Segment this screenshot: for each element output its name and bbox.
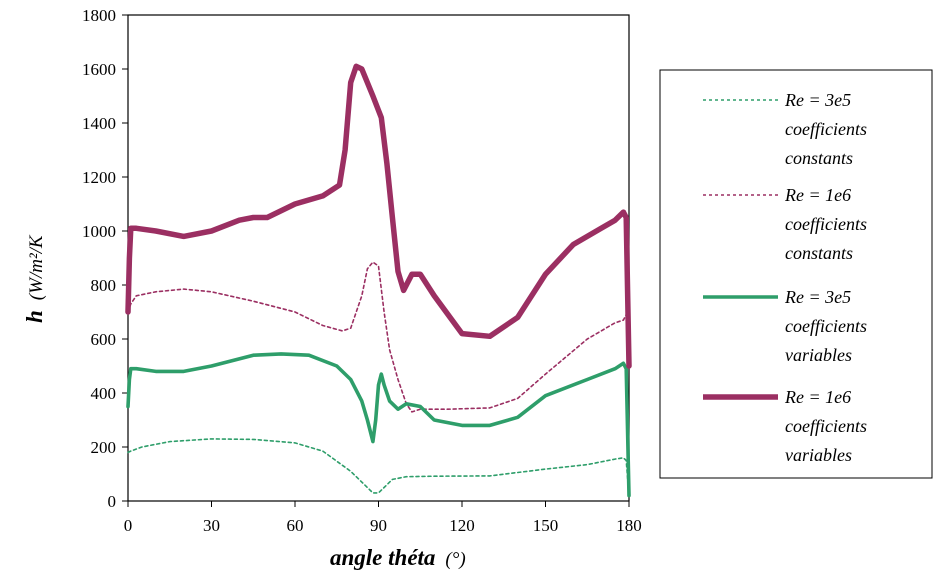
- y-tick-label: 0: [108, 492, 117, 511]
- y-axis-label-unit: (W/m²/K: [26, 234, 47, 300]
- legend-label-1: constants: [785, 243, 853, 263]
- legend-label-0: Re = 3e5: [784, 90, 851, 110]
- x-axis-label: angle théta (°): [330, 545, 466, 570]
- x-tick-label: 30: [203, 516, 220, 535]
- x-tick-label: 180: [616, 516, 642, 535]
- series-line-1: [127, 261, 630, 413]
- x-axis-ticks: 0 30 60 90 120 150 180: [124, 501, 642, 535]
- legend-label-3: Re = 1e6: [784, 387, 851, 407]
- y-tick-label: 600: [91, 330, 117, 349]
- legend-label-2: Re = 3e5: [784, 287, 851, 307]
- y-tick-label: 800: [91, 276, 117, 295]
- y-tick-label: 1400: [82, 114, 116, 133]
- legend-label-0: constants: [785, 148, 853, 168]
- legend-label-3: coefficients: [785, 416, 867, 436]
- x-axis-label-text: angle théta: [330, 545, 435, 570]
- y-tick-label: 1000: [82, 222, 116, 241]
- y-tick-label: 1600: [82, 60, 116, 79]
- legend-label-0: coefficients: [785, 119, 867, 139]
- x-tick-label: 120: [449, 516, 475, 535]
- legend: Re = 3e5 coefficients constants Re = 1e6 coe…: [659, 69, 933, 479]
- legend-label-2: variables: [785, 345, 852, 365]
- series-line-0: [127, 438, 630, 497]
- legend-label-1: coefficients: [785, 214, 867, 234]
- legend-label-3: variables: [785, 445, 852, 465]
- y-tick-label: 200: [91, 438, 117, 457]
- y-tick-label: 400: [91, 384, 117, 403]
- legend-label-1: Re = 1e6: [784, 185, 851, 205]
- y-axis-label-symbol: h: [22, 310, 47, 323]
- y-axis-label: h (W/m²/K: [22, 234, 47, 323]
- plot-frame: [127, 14, 630, 502]
- plot-area-border: [127, 14, 630, 502]
- series-line-3: [125, 63, 632, 369]
- x-tick-label: 60: [287, 516, 304, 535]
- y-axis-ticks: 0 200 400 600 800 1000 1200 1400 1600 1800: [82, 6, 128, 511]
- x-tick-label: 0: [124, 516, 133, 535]
- series-layer: [125, 63, 632, 498]
- series-line-2: [126, 352, 631, 498]
- x-axis-label-unit: (°): [445, 549, 465, 570]
- y-tick-label: 1200: [82, 168, 116, 187]
- legend-box: [659, 69, 933, 479]
- legend-label-2: coefficients: [785, 316, 867, 336]
- y-tick-label: 1800: [82, 6, 116, 25]
- x-tick-label: 150: [533, 516, 559, 535]
- x-tick-label: 90: [370, 516, 387, 535]
